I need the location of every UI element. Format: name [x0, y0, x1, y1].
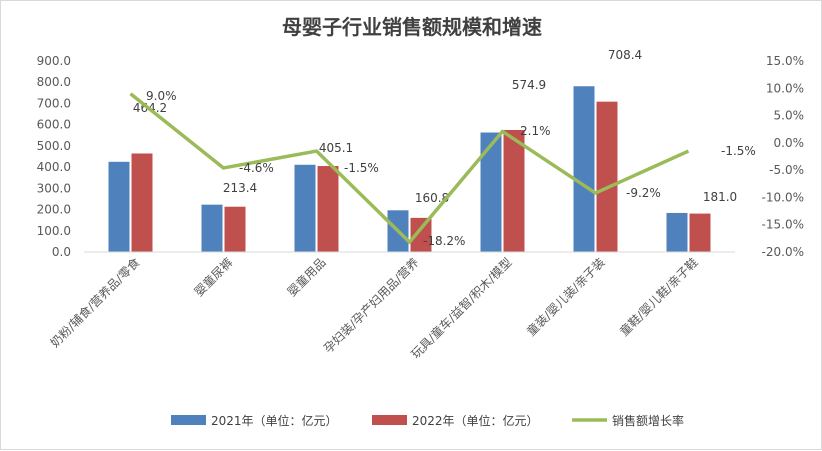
legend-label-2022: 2022年（单位：亿元） — [412, 413, 539, 428]
legend: 2021年（单位：亿元） 2022年（单位：亿元） 销售额增长率 — [171, 413, 684, 428]
right-axis-tick-label: -10.0% — [762, 190, 804, 204]
bar-2021 — [108, 161, 130, 252]
x-axis-category-label: 奶粉/辅食/营养品/零食 — [47, 255, 143, 351]
x-axis-category-label: 玩具/童车/益智/积木/模型 — [408, 255, 515, 362]
left-axis-tick-label: 500.0 — [37, 139, 71, 153]
bar-2021 — [201, 204, 223, 252]
bar-2022 — [596, 101, 618, 253]
x-axis: 奶粉/辅食/营养品/零食 婴童尿裤 婴童用品孕妇装/孕产妇用品/营养玩具/童车/益智… — [47, 251, 735, 362]
x-axis-category-label: 童鞋/婴儿鞋/亲子鞋 — [616, 255, 700, 339]
growth-rate-label: 9.0% — [146, 89, 177, 103]
bar-value-label: 405.1 — [319, 141, 353, 155]
right-axis-tick-label: 5.0% — [774, 109, 805, 123]
legend-swatch-2022 — [372, 415, 407, 425]
left-axis-tick-label: 200.0 — [37, 203, 71, 217]
left-axis-tick-label: 700.0 — [37, 96, 71, 110]
right-axis-tick-label: 0.0% — [774, 136, 805, 150]
left-axis-tick-label: 300.0 — [37, 181, 71, 195]
bar-value-label: 160.8 — [415, 191, 449, 205]
right-axis-tick-label: -20.0% — [762, 245, 804, 259]
bar-value-label: 574.9 — [512, 78, 546, 92]
growth-rate-label: -1.5% — [344, 161, 379, 175]
left-axis-tick-label: 100.0 — [37, 224, 71, 238]
growth-rate-label: 2.1% — [520, 124, 551, 138]
bar-2022 — [131, 153, 153, 252]
bar-2021 — [294, 164, 316, 252]
left-axis-tick-label: 0.0 — [52, 245, 71, 259]
left-y-axis: 0.0 100.0 200.0 300.0 400.0 500.0 600.0 700.0 80… — [37, 54, 71, 259]
x-axis-category-label: 孕妇装/孕产妇用品/营养 — [320, 255, 421, 356]
chart-title: 母婴子行业销售额规模和增速 — [282, 15, 542, 39]
left-axis-tick-label: 800.0 — [37, 75, 71, 89]
left-axis-tick-label: 600.0 — [37, 118, 71, 132]
right-axis-tick-label: 10.0% — [766, 81, 804, 95]
legend-swatch-2021 — [171, 415, 206, 425]
left-axis-tick-label: 400.0 — [37, 160, 71, 174]
bar-2021 — [666, 212, 688, 252]
left-axis-tick-label: 900.0 — [37, 54, 71, 68]
bar-value-label: 181.0 — [703, 190, 737, 204]
bar-2022 — [317, 166, 339, 252]
x-axis-category-label: 婴童用品 — [284, 255, 329, 300]
growth-rate-line — [129, 92, 690, 244]
bar-2022 — [224, 206, 246, 252]
bar-2022 — [689, 213, 711, 252]
growth-rate-label: -1.5% — [721, 144, 756, 158]
x-axis-category-label: 婴童尿裤 — [191, 255, 236, 300]
legend-label-growth: 销售额增长率 — [612, 413, 684, 428]
x-axis-category-label: 童装/婴儿装/亲子装 — [523, 255, 607, 339]
line-labels-group: 9.0% -4.6% -1.5% -18.2% 2.1% -9.2% -1.5% — [146, 89, 756, 248]
right-axis-tick-label: 15.0% — [766, 54, 804, 68]
legend-label-2021: 2021年（单位：亿元） — [211, 413, 338, 428]
right-axis-tick-label: -15.0% — [762, 218, 804, 232]
bar-value-label: 213.4 — [223, 181, 257, 195]
right-axis-tick-label: -5.0% — [769, 163, 804, 177]
line-series-group — [129, 92, 690, 244]
bar-2022 — [410, 217, 432, 252]
bar-2021 — [573, 86, 595, 252]
growth-rate-label: -18.2% — [423, 234, 465, 248]
bar-value-label: 708.4 — [608, 48, 642, 62]
right-y-axis: -20.0% -15.0% -10.0% -5.0% 0.0% 5.0% 10.0% 15.0… — [762, 54, 804, 259]
growth-rate-label: -9.2% — [626, 186, 661, 200]
growth-rate-label: -4.6% — [239, 161, 274, 175]
bar-series-group — [108, 86, 711, 253]
bar-2022 — [503, 129, 525, 252]
bar-2021 — [480, 132, 502, 252]
